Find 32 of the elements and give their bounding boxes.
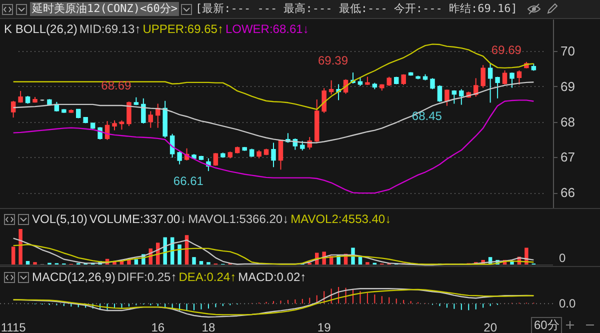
text: MACD:0.02↑ — [238, 270, 306, 284]
y-tick-label: 68 — [560, 114, 575, 130]
chart-title: VOL(5,10) — [32, 212, 88, 226]
y-tick-label: 66 — [560, 185, 575, 200]
text: MAVOL2:4553.40↓ — [290, 212, 392, 226]
text: 69.69 — [491, 42, 522, 57]
annotation: K BOLL(26,2) — [4, 22, 78, 36]
x-tick-label: 19 — [317, 320, 332, 333]
text: 69.39 — [318, 54, 348, 68]
x-tick-label: 20 — [484, 320, 498, 333]
text: VOLUME:337.00↓ — [89, 212, 186, 226]
text: 66.61 — [173, 174, 204, 188]
x-tick-label: 18 — [202, 320, 216, 333]
text: MID:69.13↑ — [79, 22, 141, 36]
text: LOWER:68.61↓ — [225, 22, 309, 36]
ref-line-label: 0.0 — [559, 296, 576, 311]
text: 68.69 — [101, 78, 132, 92]
text: UPPER:69.65↑ — [142, 22, 224, 36]
y-tick-label: 69 — [560, 78, 575, 94]
series-label: MAVOL1:5366.20↓ — [188, 212, 289, 226]
y-tick-label: 67 — [560, 150, 575, 165]
text: DIFF:0.25↑ — [117, 270, 177, 284]
ref-line-label: 0 — [559, 251, 566, 265]
text: DEA:0.24↑ — [178, 270, 236, 284]
chart-title: 延时美原油12(CONZ)<60分> — [30, 2, 180, 16]
x-tick-label: 16 — [151, 320, 165, 333]
chart-subtitle: [最新:--- --- 最高:--- 最低:--- 今开:--- 昨结:69.16] — [195, 2, 518, 16]
chart-title: MACD(12,26,9) — [32, 270, 116, 284]
text: 60分 — [531, 317, 562, 333]
text: 68.45 — [412, 108, 442, 123]
y-tick-label: 70 — [560, 43, 575, 58]
x-tick-label: 1115 — [0, 320, 26, 333]
